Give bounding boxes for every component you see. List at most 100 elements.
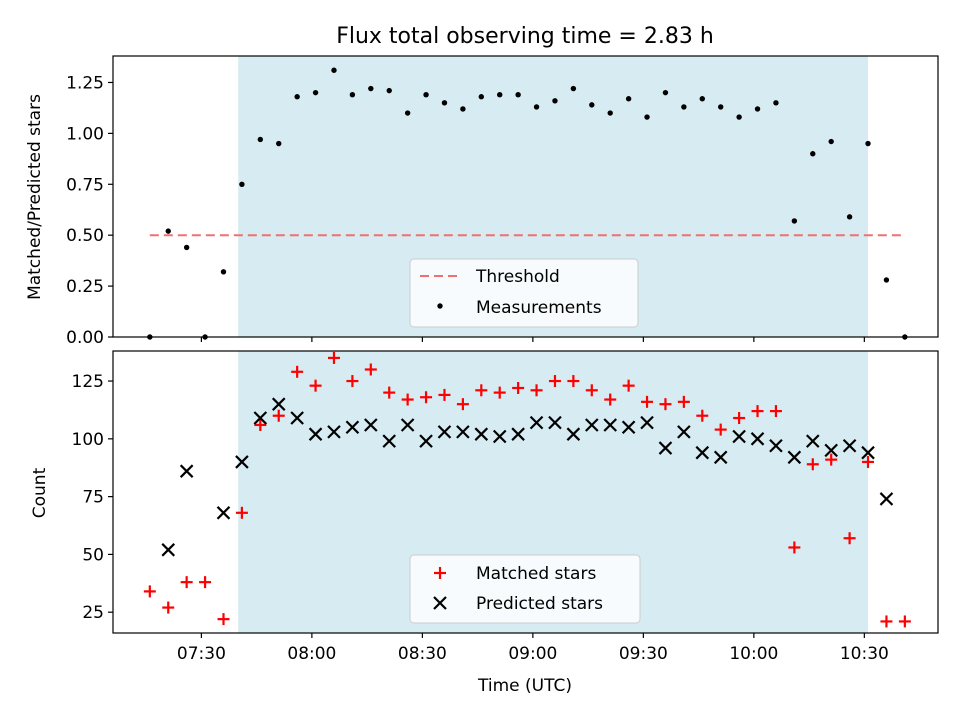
measurement-point — [478, 94, 485, 100]
matched-star-point — [512, 381, 525, 394]
predicted-star-point — [824, 443, 838, 458]
matched-star-point — [199, 576, 212, 589]
measurement-point — [644, 114, 650, 120]
predicted-star-point — [235, 455, 249, 469]
measurement-point — [386, 87, 392, 94]
measurement-point — [165, 228, 171, 234]
matched-star-point — [217, 613, 230, 626]
predicted-star-point — [216, 506, 231, 520]
y-tick-label: 1.25 — [66, 73, 104, 93]
x-tick-label: 10:30 — [840, 644, 889, 664]
predicted-star-point — [492, 429, 507, 444]
predicted-star-point — [695, 445, 710, 460]
matched-star-point — [677, 395, 690, 408]
measurement-point — [754, 106, 761, 112]
matched-star-point — [585, 384, 598, 397]
matched-star-point — [769, 405, 782, 418]
matched-star-point — [438, 388, 451, 401]
matched-star-point — [291, 365, 304, 378]
predicted-star-point — [161, 543, 176, 557]
y-tick-label: 0.75 — [66, 175, 104, 195]
predicted-star-point — [732, 429, 746, 444]
matched-star-point — [327, 351, 340, 364]
predicted-star-point — [345, 420, 360, 435]
measurement-point — [331, 67, 337, 73]
matched-star-point — [714, 423, 727, 436]
measurement-point — [183, 244, 190, 251]
predicted-star-point — [677, 425, 691, 439]
y-tick-label: 75 — [82, 488, 104, 508]
matched-star-point — [254, 418, 267, 431]
bottom-y-ticks: 25 50 75 100 125 — [72, 372, 113, 623]
matched-star-point — [622, 379, 635, 392]
y-tick-label: 100 — [72, 430, 104, 450]
top-x-ticks — [200, 337, 865, 342]
count-points — [143, 351, 911, 628]
matched-star-point — [567, 375, 580, 388]
matched-star-point — [806, 458, 819, 471]
predicted-star-point — [658, 441, 673, 455]
predicted-star-point — [861, 445, 875, 460]
predicted-star-point — [879, 492, 894, 506]
predicted-star-point — [566, 427, 581, 441]
predicted-star-point — [805, 434, 820, 448]
measurement-point — [828, 138, 834, 145]
measurement-point — [441, 100, 448, 106]
matched-star-point — [641, 395, 654, 408]
predicted-star-point — [548, 415, 562, 430]
predicted-star-point — [511, 427, 525, 441]
top-legend-box — [409, 258, 639, 328]
x-tick-label: 08:00 — [287, 644, 336, 664]
bottom-legend: Matched stars Predicted stars — [409, 554, 641, 624]
measurement-point — [846, 214, 853, 220]
measurement-point — [515, 91, 521, 98]
measurement-point — [699, 96, 705, 102]
matched-star-point — [272, 409, 285, 422]
matched-star-point — [843, 532, 856, 545]
measurement-point — [662, 89, 669, 96]
matched-star-point — [162, 601, 175, 614]
matched-star-point — [180, 576, 193, 589]
top-y-axis-label: Matched/Predicted stars — [25, 94, 45, 300]
predicted-star-point — [271, 397, 286, 411]
predicted-star-point — [529, 415, 544, 430]
predicted-star-point — [253, 411, 268, 425]
x-axis-label: Time (UTC) — [477, 676, 572, 696]
matched-star-point — [309, 379, 322, 392]
measurement-point — [791, 218, 798, 224]
matched-star-point — [530, 384, 543, 397]
y-tick-label: 0.50 — [66, 226, 104, 246]
predicted-star-point — [713, 450, 728, 465]
predicted-star-point — [474, 427, 489, 441]
measurement-point — [497, 91, 503, 98]
x-tick-label: 08:30 — [398, 644, 447, 664]
matched-star-point — [788, 541, 801, 554]
matched-star-point — [364, 363, 377, 376]
predicted-star-point — [787, 450, 802, 465]
measurement-point — [589, 102, 595, 108]
matched-star-point — [143, 585, 156, 598]
measurements-legend-label: Measurements — [476, 298, 602, 318]
predicted-star-point — [769, 438, 783, 453]
measurement-point — [681, 104, 687, 110]
bottom-y-axis-label: Count — [30, 467, 50, 518]
matched-star-point — [401, 393, 414, 406]
y-tick-label: 50 — [82, 545, 104, 565]
measurement-point — [570, 85, 577, 92]
matched-star-point — [604, 393, 617, 406]
predicted-star-point — [327, 425, 341, 439]
predicted-star-point — [400, 418, 415, 432]
threshold-legend-label: Threshold — [475, 267, 560, 287]
measurement-point — [349, 91, 356, 98]
bottom-legend-box — [409, 554, 641, 624]
y-tick-label: 125 — [72, 372, 104, 392]
y-tick-label: 25 — [82, 603, 104, 623]
measurement-point — [239, 181, 245, 187]
predicted-star-point — [419, 434, 433, 448]
measurement-point — [533, 104, 540, 110]
matched-star-point — [235, 506, 248, 519]
bottom-axes-frame — [112, 350, 939, 634]
matched-star-point — [493, 386, 506, 399]
predicted-star-point — [382, 434, 397, 448]
measurement-point — [607, 110, 613, 116]
